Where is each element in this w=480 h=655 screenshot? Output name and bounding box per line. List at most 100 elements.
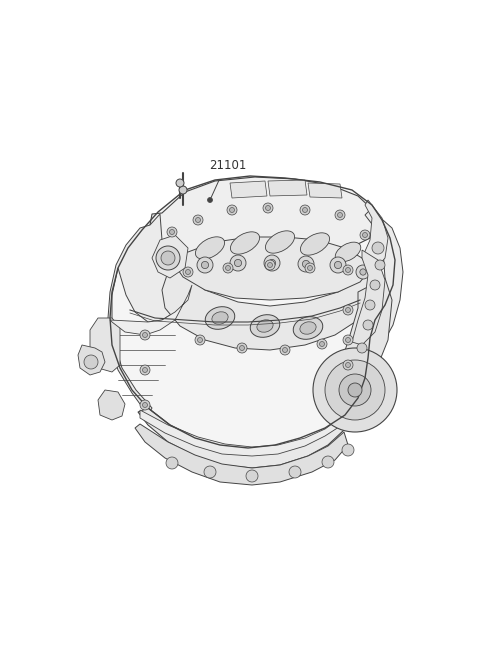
Circle shape	[143, 333, 147, 337]
Circle shape	[365, 300, 375, 310]
Circle shape	[357, 343, 367, 353]
Circle shape	[370, 280, 380, 290]
Circle shape	[166, 457, 178, 469]
Circle shape	[223, 263, 233, 273]
Circle shape	[143, 403, 147, 407]
Ellipse shape	[230, 232, 260, 254]
Polygon shape	[108, 214, 192, 415]
Circle shape	[229, 208, 235, 212]
Circle shape	[197, 257, 213, 273]
Polygon shape	[174, 237, 370, 300]
Circle shape	[298, 256, 314, 272]
Circle shape	[342, 444, 354, 456]
Circle shape	[308, 265, 312, 271]
Circle shape	[317, 339, 327, 349]
Circle shape	[330, 257, 346, 273]
Circle shape	[176, 179, 184, 187]
Circle shape	[263, 203, 273, 213]
Circle shape	[363, 320, 373, 330]
Circle shape	[337, 212, 343, 217]
Ellipse shape	[265, 231, 295, 253]
Polygon shape	[152, 235, 188, 278]
Circle shape	[197, 337, 203, 343]
Ellipse shape	[293, 316, 323, 339]
Ellipse shape	[300, 322, 316, 334]
Circle shape	[300, 205, 310, 215]
Polygon shape	[110, 176, 395, 448]
Circle shape	[289, 466, 301, 478]
Circle shape	[264, 255, 280, 271]
Circle shape	[348, 383, 362, 397]
Circle shape	[265, 206, 271, 210]
Polygon shape	[78, 345, 105, 375]
Circle shape	[305, 263, 315, 273]
Circle shape	[335, 210, 345, 220]
Circle shape	[325, 360, 385, 420]
Circle shape	[156, 246, 180, 270]
Circle shape	[234, 259, 241, 267]
Polygon shape	[162, 265, 375, 350]
Polygon shape	[342, 278, 392, 378]
Circle shape	[356, 265, 370, 279]
Polygon shape	[362, 200, 388, 270]
Circle shape	[185, 269, 191, 274]
Polygon shape	[140, 410, 342, 456]
Polygon shape	[268, 180, 307, 196]
Ellipse shape	[257, 320, 273, 332]
Circle shape	[283, 348, 288, 352]
Text: 21101: 21101	[209, 159, 247, 172]
Polygon shape	[90, 318, 120, 372]
Polygon shape	[308, 210, 403, 445]
Polygon shape	[110, 285, 192, 335]
Circle shape	[343, 265, 353, 275]
Circle shape	[360, 269, 366, 275]
Polygon shape	[308, 183, 342, 198]
Circle shape	[204, 466, 216, 478]
Circle shape	[265, 260, 275, 270]
Circle shape	[226, 265, 230, 271]
Circle shape	[195, 217, 201, 223]
Circle shape	[302, 208, 308, 212]
Circle shape	[230, 255, 246, 271]
Circle shape	[161, 251, 175, 265]
Circle shape	[140, 400, 150, 410]
Circle shape	[246, 470, 258, 482]
Circle shape	[195, 335, 205, 345]
Circle shape	[372, 242, 384, 254]
Circle shape	[169, 229, 175, 234]
Ellipse shape	[300, 233, 330, 255]
Circle shape	[360, 230, 370, 240]
Circle shape	[346, 362, 350, 367]
Circle shape	[343, 335, 353, 345]
Circle shape	[202, 261, 209, 269]
Polygon shape	[135, 424, 348, 485]
Circle shape	[267, 263, 273, 267]
Circle shape	[268, 259, 276, 267]
Circle shape	[302, 261, 310, 268]
Circle shape	[240, 345, 244, 350]
Ellipse shape	[212, 312, 228, 324]
Circle shape	[84, 355, 98, 369]
Circle shape	[320, 341, 324, 346]
Circle shape	[362, 233, 368, 238]
Circle shape	[346, 337, 350, 343]
Circle shape	[346, 267, 350, 272]
Ellipse shape	[250, 314, 280, 337]
Polygon shape	[352, 250, 385, 345]
Circle shape	[375, 260, 385, 270]
Circle shape	[313, 348, 397, 432]
Circle shape	[346, 307, 350, 312]
Circle shape	[179, 186, 187, 194]
Circle shape	[167, 227, 177, 237]
Polygon shape	[150, 177, 380, 268]
Circle shape	[339, 374, 371, 406]
Circle shape	[183, 267, 193, 277]
Ellipse shape	[205, 307, 235, 329]
Circle shape	[227, 205, 237, 215]
Ellipse shape	[195, 237, 225, 259]
Polygon shape	[138, 408, 345, 468]
Circle shape	[193, 215, 203, 225]
Circle shape	[280, 345, 290, 355]
Polygon shape	[98, 390, 125, 420]
Circle shape	[322, 456, 334, 468]
